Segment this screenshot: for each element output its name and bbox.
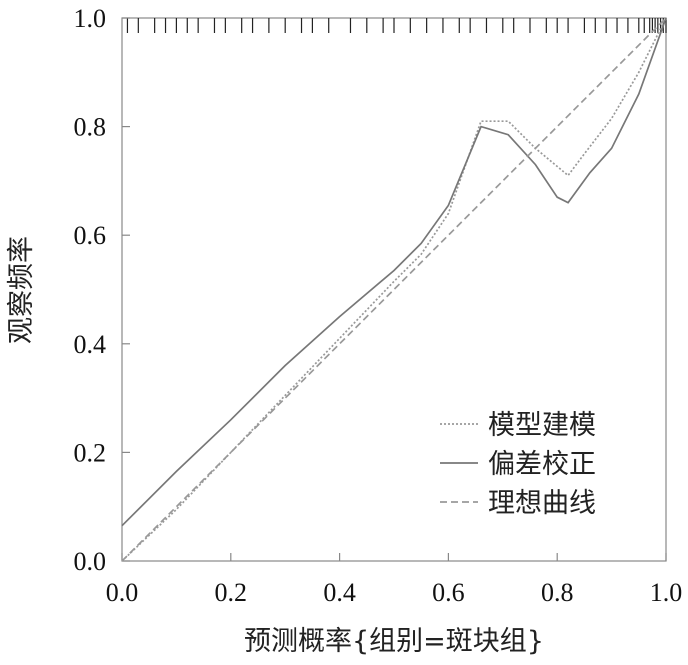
x-tick-label: 0.8: [541, 578, 574, 607]
x-tick-label: 0.4: [323, 578, 356, 607]
x-tick-label: 0.6: [432, 578, 465, 607]
y-tick-label: 0.4: [74, 330, 107, 359]
y-tick-label: 0.2: [74, 438, 107, 467]
legend-label: 理想曲线: [488, 488, 596, 519]
series-line: [121, 17, 667, 527]
y-tick-label: 1.0: [74, 4, 107, 33]
series-line: [121, 17, 667, 562]
x-tick-label: 0.0: [106, 578, 139, 607]
x-axis-title: 预测概率{组别=斑块组}: [244, 626, 544, 657]
rug-marks: [126, 18, 667, 33]
legend-label: 模型建模: [488, 410, 596, 441]
y-tick-label: 0.6: [74, 221, 107, 250]
y-tick-label: 0.0: [74, 547, 107, 576]
y-axis-title: 观察频率: [6, 236, 37, 344]
x-tick-label: 1.0: [650, 578, 683, 607]
x-axis: 0.0 0.2 0.4 0.6 0.8 1.0: [106, 553, 683, 607]
legend-label: 偏差校正: [488, 449, 596, 480]
series-line: [121, 17, 667, 562]
x-tick-label: 0.2: [215, 578, 248, 607]
y-tick-label: 0.8: [74, 113, 107, 142]
series-group: [121, 17, 667, 562]
y-axis: 0.0 0.2 0.4 0.6 0.8 1.0: [74, 4, 130, 576]
